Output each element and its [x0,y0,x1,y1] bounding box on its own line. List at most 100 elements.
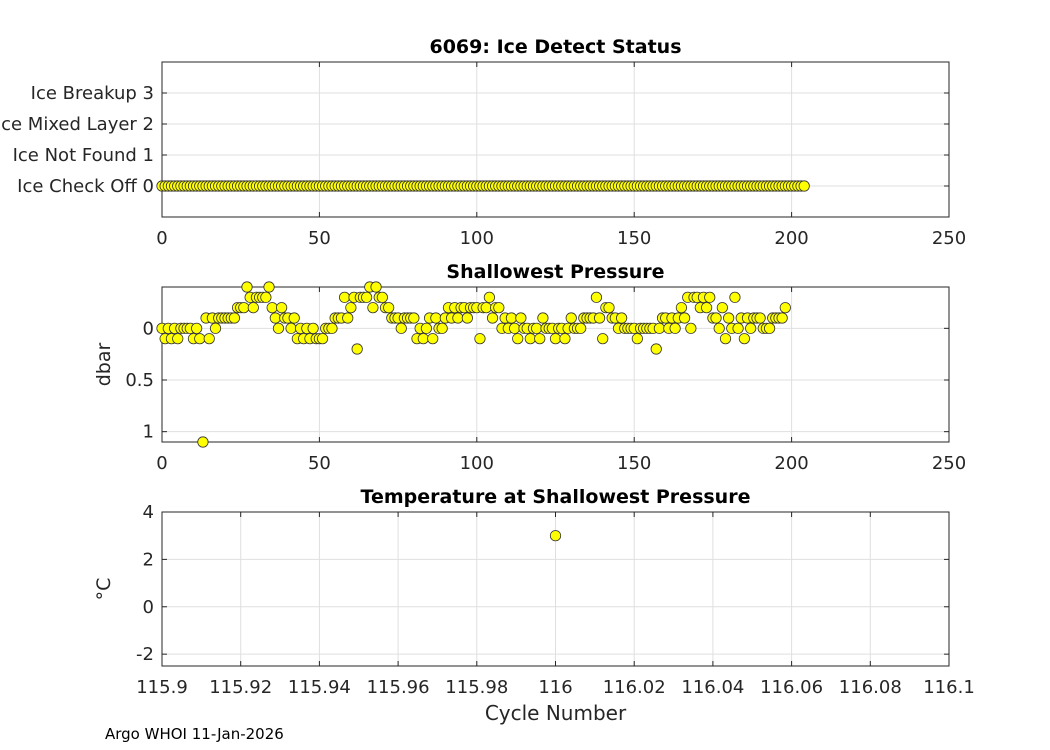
temperature-x-tick-label: 116.08 [839,677,902,698]
pressure-data-point [272,322,285,334]
pressure-data-point [203,333,215,345]
pressure-data-point [285,322,297,334]
pressure-data-point [370,281,382,293]
shallowest-pressure-panel: 0 50 100 150 200 250 0 0.5 1 Shallowest Pressure d… [93,261,966,474]
temperature-x-tick-label: 115.9 [136,677,188,698]
pressure-title: Shallowest Pressure [446,261,664,283]
temperature-x-tick-label: 115.92 [209,677,272,698]
ice-status-x-tick-label: 250 [932,228,966,249]
pressure-y-tick-label: 0 [143,318,154,339]
pressure-data-point [779,302,791,314]
pressure-data-point [483,291,495,303]
pressure-data-point [512,333,524,345]
pressure-data-point [342,312,354,324]
pressure-axes-box [161,286,950,443]
pressure-data-point [515,312,527,324]
pressure-data-point [559,333,571,345]
pressure-data-point [776,312,788,324]
pressure-x-tick-label: 200 [774,453,808,474]
pressure-data-point [209,322,222,334]
temperature-x-tick-label: 115.98 [445,677,508,698]
pressure-data-point [603,302,615,314]
pressure-data-point [723,312,735,324]
ice-status-data-point [798,180,810,192]
ice-status-y-tick-label: Ice Check Off 0 [17,176,154,197]
pressure-data-point [420,322,433,334]
pressure-data-point [345,302,357,314]
pressure-data-point [701,302,713,314]
pressure-data-point [597,333,609,345]
pressure-x-tick-label: 0 [156,453,167,474]
pressure-data-point [288,312,300,324]
pressure-data-point [408,312,420,324]
pressure-x-tick-label: 100 [460,453,494,474]
pressure-data-point [436,322,448,334]
ice-status-x-tick-label: 200 [774,228,808,249]
pressure-data-point [263,281,275,293]
ice-status-y-tick-label: Ice Not Found 1 [13,145,154,166]
pressure-data-point [716,302,728,314]
pressure-data-point [508,322,521,334]
ice-status-axes-box [161,61,950,218]
pressure-data-point [194,333,206,345]
pressure-data-point [524,333,536,345]
pressure-data-point [241,281,253,293]
pressure-data-point [307,322,319,334]
pressure-data-point [738,333,750,345]
pressure-data-point [593,312,606,324]
pressure-data-point [493,302,505,314]
temperature-data-point [549,530,562,542]
pressure-data-point [650,343,662,355]
pressure-data-point [316,333,329,345]
ice-status-x-tick-label: 100 [460,228,494,249]
temperature-x-tick-label: 116.04 [681,677,744,698]
pressure-data-point [172,333,184,345]
pressure-data-point [247,302,259,314]
temperature-x-tick-label: 116.06 [760,677,823,698]
temperature-x-tick-label: 116 [538,677,572,698]
footer-credit: Argo WHOI 11-Jan-2026 [105,725,284,743]
pressure-data-point [754,312,766,324]
ice-status-x-tick-label: 50 [308,228,331,249]
pressure-data-point [575,322,587,334]
pressure-data-point [338,291,351,303]
pressure-data-point [719,333,732,345]
temperature-y-tick-label: 4 [143,502,154,523]
pressure-data-point [653,322,665,334]
temperature-x-tick-label: 115.94 [288,677,351,698]
pressure-data-point [427,333,439,345]
pressure-data-point [395,322,407,334]
pressure-data-point [534,333,546,345]
pressure-x-tick-label: 50 [308,453,331,474]
ice-status-x-tick-label: 150 [617,228,651,249]
pressure-data-point [763,322,776,334]
pressure-data-point [461,312,473,324]
temperature-y-tick-label: 2 [143,549,154,570]
pressure-data-point [732,322,744,334]
pressure-data-point [191,322,203,334]
pressure-data-point [745,322,757,334]
pressure-x-tick-label: 150 [617,453,651,474]
temperature-x-tick-label: 116.1 [923,677,975,698]
temperature-title: Temperature at Shallowest Pressure [361,486,751,508]
ice-detect-status-panel: 0 50 100 150 200 250 Ice Check Off 0 Ice Not Fo… [0,36,966,249]
pressure-data-point [376,291,388,303]
pressure-data-point [669,322,681,334]
temperature-x-tick-label: 115.96 [367,677,430,698]
temperature-y-tick-label: -2 [136,644,154,665]
ice-status-y-tick-label: Ice Mixed Layer 2 [0,114,154,135]
pressure-y-tick-label: 1 [143,422,154,443]
pressure-data-point [266,302,278,314]
pressure-data-point [367,302,379,314]
pressure-data-point [565,312,577,324]
pressure-data-point [713,322,725,334]
pressure-data-point [351,343,363,355]
ice-status-y-tick-label: Ice Breakup 3 [31,83,154,104]
pressure-data-point [729,291,741,303]
pressure-x-tick-label: 250 [932,453,966,474]
pressure-data-point [452,312,464,324]
temperature-x-axis-label: Cycle Number [485,701,627,725]
pressure-data-point [417,333,429,345]
pressure-data-point [269,312,281,324]
temperature-x-tick-label: 116.02 [603,677,666,698]
